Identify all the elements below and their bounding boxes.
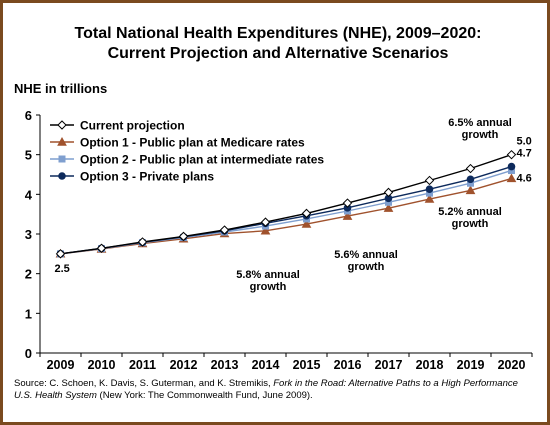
y-tick-label: 5 [25, 148, 32, 163]
data-point [467, 179, 474, 187]
legend-marker [58, 155, 66, 163]
x-tick-label: 2010 [88, 358, 116, 372]
growth-annotation-line2: growth [452, 218, 489, 230]
y-tick-label: 4 [25, 187, 33, 202]
legend-label: Option 2 - Public plan at intermediate r… [80, 153, 324, 167]
series-line-1 [60, 154, 512, 255]
data-point [465, 185, 476, 195]
growth-annotation-line2: growth [250, 281, 287, 293]
x-tick-label: 2017 [375, 358, 403, 372]
data-point [342, 198, 353, 208]
data-point [301, 208, 312, 219]
data-point [96, 243, 107, 253]
x-tick-label: 2013 [211, 358, 239, 372]
data-point [508, 167, 515, 175]
data-point [465, 163, 476, 174]
data-point [425, 185, 434, 193]
source-prefix: Source: C. Schoen, K. Davis, S. Guterman… [14, 378, 274, 389]
y-tick-label: 0 [25, 346, 32, 361]
x-tick-label: 2020 [498, 358, 526, 372]
data-point [219, 225, 230, 235]
growth-annotation-line1: 5.6% annual [334, 249, 398, 261]
y-tick-label: 2 [25, 267, 32, 282]
x-tick-label: 2009 [47, 358, 75, 372]
data-point [506, 149, 517, 160]
y-tick-label: 3 [25, 227, 32, 242]
data-label: 2.5 [55, 263, 70, 275]
data-point [383, 203, 394, 212]
x-tick-label: 2011 [129, 358, 156, 372]
growth-annotation-line1: 6.5% annual [448, 117, 512, 129]
data-point [384, 194, 393, 203]
data-point [343, 204, 352, 212]
data-point [385, 198, 392, 206]
data-label: 4.6 [517, 173, 532, 185]
source-title: Fork in the Road: Alternative Paths to a… [14, 378, 518, 401]
legend-label: Option 1 - Public plan at Medicare rates [80, 136, 305, 150]
y-axis-title: NHE in trillions [14, 81, 107, 96]
x-tick-label: 2014 [252, 358, 280, 372]
chart-title-line1: Total National Health Expenditures (NHE)… [74, 25, 482, 42]
data-point [178, 231, 189, 242]
x-tick-label: 2012 [170, 358, 198, 372]
x-tick-label: 2016 [334, 358, 362, 372]
data-label: 5.0 [517, 136, 532, 148]
x-tick-label: 2018 [416, 358, 444, 372]
data-label: 4.7 [517, 148, 532, 160]
growth-annotation-line2: growth [462, 129, 499, 141]
series-line-2 [60, 177, 512, 255]
y-tick-label: 1 [25, 306, 32, 321]
growth-annotation-line2: growth [348, 261, 385, 273]
data-point [424, 175, 435, 186]
y-tick-label: 6 [25, 108, 32, 123]
x-tick-label: 2015 [293, 358, 321, 372]
data-point [506, 173, 517, 183]
legend-marker [57, 136, 67, 146]
legend-marker [57, 120, 67, 130]
data-point [137, 237, 148, 247]
source-suffix: (New York: The Commonwealth Fund, June 2… [96, 390, 313, 401]
data-point [424, 194, 435, 203]
data-point [383, 187, 394, 198]
legend-label: Current projection [80, 119, 185, 133]
data-point [507, 162, 516, 171]
data-point [342, 211, 353, 220]
source-note: Source: C. Schoen, K. Davis, S. Guterman… [14, 378, 536, 402]
data-point [426, 189, 433, 197]
data-point [301, 219, 312, 228]
data-point [55, 249, 66, 259]
data-point [466, 175, 475, 184]
growth-annotation-line1: 5.8% annual [236, 269, 300, 281]
chart-title-line2: Current Projection and Alternative Scena… [107, 45, 449, 62]
legend-marker [58, 172, 66, 180]
growth-annotation-line1: 5.2% annual [438, 206, 502, 218]
legend-label: Option 3 - Private plans [80, 170, 214, 184]
data-point [260, 217, 271, 227]
data-point [260, 225, 271, 235]
x-tick-label: 2019 [457, 358, 485, 372]
